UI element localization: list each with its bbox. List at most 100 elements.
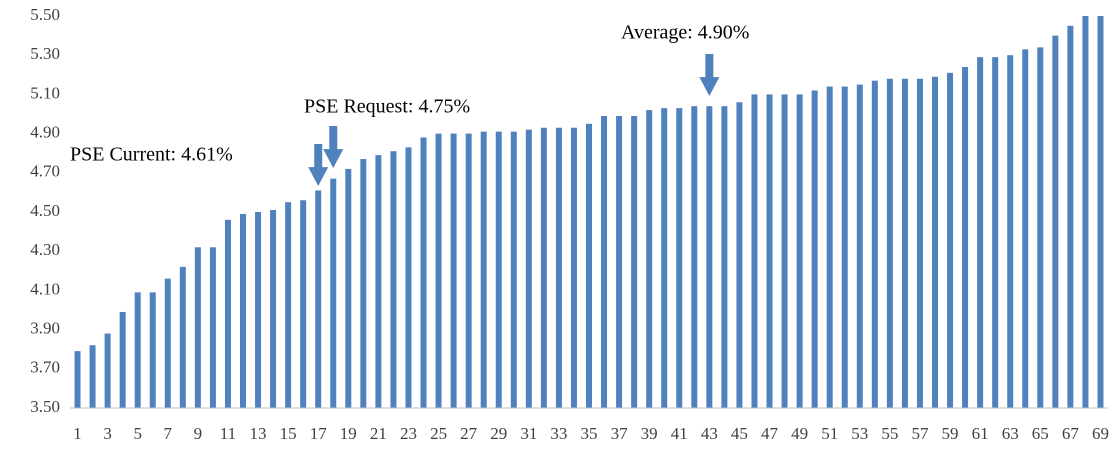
bar — [661, 108, 668, 409]
bar — [510, 131, 517, 408]
x-tick-label: 15 — [280, 424, 297, 443]
bar — [586, 123, 592, 409]
bar — [796, 94, 803, 409]
x-tick-label: 29 — [490, 424, 507, 443]
x-tick-label: 69 — [1092, 424, 1109, 443]
bar — [721, 106, 728, 408]
bar — [224, 219, 231, 408]
x-tick-label: 9 — [194, 424, 203, 443]
y-tick-label: 3.70 — [30, 358, 60, 377]
bar — [1007, 55, 1014, 408]
bar — [856, 84, 863, 408]
bar — [962, 66, 969, 409]
bar — [932, 76, 938, 408]
x-tick-label: 33 — [550, 424, 567, 443]
bar — [766, 94, 773, 409]
x-tick-label: 57 — [911, 424, 929, 443]
bar — [886, 78, 893, 408]
bar — [209, 247, 216, 408]
x-tick-label: 13 — [250, 424, 267, 443]
bar — [240, 213, 246, 408]
bar — [570, 127, 577, 408]
bar — [1037, 47, 1044, 409]
bar — [104, 333, 111, 408]
annotation-arrow — [308, 144, 329, 186]
x-tick-label: 23 — [400, 424, 417, 443]
bar — [164, 278, 171, 408]
x-tick-label: 65 — [1032, 424, 1049, 443]
annotation: Average: 4.90% — [621, 22, 749, 44]
bar — [1097, 16, 1104, 408]
annotation: PSE Request: 4.75% — [304, 96, 470, 118]
x-tick-label: 43 — [701, 424, 718, 443]
y-tick-label: 4.30 — [30, 240, 60, 259]
bar — [285, 202, 292, 408]
bar — [525, 129, 532, 408]
x-tick-label: 55 — [881, 424, 898, 443]
x-tick-label: 63 — [1002, 424, 1019, 443]
bar — [781, 94, 788, 409]
bar — [390, 151, 397, 409]
y-tick-label: 4.70 — [30, 162, 60, 181]
bar — [495, 131, 502, 408]
bar — [1052, 35, 1059, 408]
x-tick-label: 25 — [430, 424, 447, 443]
y-tick-label: 5.10 — [30, 83, 60, 102]
bar — [841, 86, 848, 408]
x-tick-label: 21 — [370, 424, 387, 443]
bar — [330, 178, 337, 408]
bar — [89, 345, 96, 408]
x-tick-label: 7 — [164, 424, 173, 443]
bar — [736, 102, 743, 409]
bar — [179, 266, 186, 408]
y-tick-label: 5.50 — [30, 5, 60, 24]
bar — [826, 86, 833, 408]
x-tick-label: 31 — [520, 424, 537, 443]
bar — [871, 80, 878, 409]
bar — [811, 90, 818, 408]
x-tick-label: 41 — [671, 424, 688, 443]
y-tick-label: 4.10 — [30, 279, 60, 298]
bar — [901, 78, 908, 408]
bar — [616, 115, 623, 409]
bar — [751, 94, 758, 409]
bar — [149, 292, 156, 408]
y-tick-label: 4.90 — [30, 123, 60, 142]
x-tick-label: 39 — [641, 424, 658, 443]
bar — [691, 106, 698, 408]
annotation-arrow — [323, 126, 344, 168]
bar — [916, 78, 923, 408]
x-tick-label: 51 — [821, 424, 838, 443]
x-tick-label: 45 — [731, 424, 748, 443]
bar — [405, 147, 412, 408]
x-tick-label: 11 — [220, 424, 236, 443]
bar — [555, 127, 562, 408]
bar — [480, 131, 487, 408]
annotation: PSE Current: 4.61% — [70, 144, 233, 166]
bar — [134, 292, 141, 408]
y-tick-label: 5.30 — [30, 44, 60, 63]
bar — [74, 351, 81, 408]
bar — [540, 127, 547, 408]
bar — [1067, 25, 1074, 409]
bar — [947, 72, 954, 408]
annotation-arrow — [699, 54, 720, 96]
x-tick-label: 17 — [310, 424, 328, 443]
bar — [300, 200, 307, 408]
x-tick-label: 67 — [1062, 424, 1080, 443]
x-tick-label: 1 — [73, 424, 82, 443]
x-tick-label: 27 — [460, 424, 478, 443]
y-tick-label: 3.90 — [30, 319, 60, 338]
bar — [601, 115, 608, 409]
bar — [420, 137, 427, 408]
x-tick-label: 37 — [611, 424, 629, 443]
x-tick-label: 5 — [133, 424, 142, 443]
y-tick-label: 3.50 — [30, 397, 60, 416]
bar — [375, 155, 382, 408]
bar — [1082, 16, 1089, 408]
bar — [992, 57, 999, 408]
bar — [465, 133, 472, 408]
bar — [977, 57, 984, 408]
bar — [450, 133, 457, 408]
